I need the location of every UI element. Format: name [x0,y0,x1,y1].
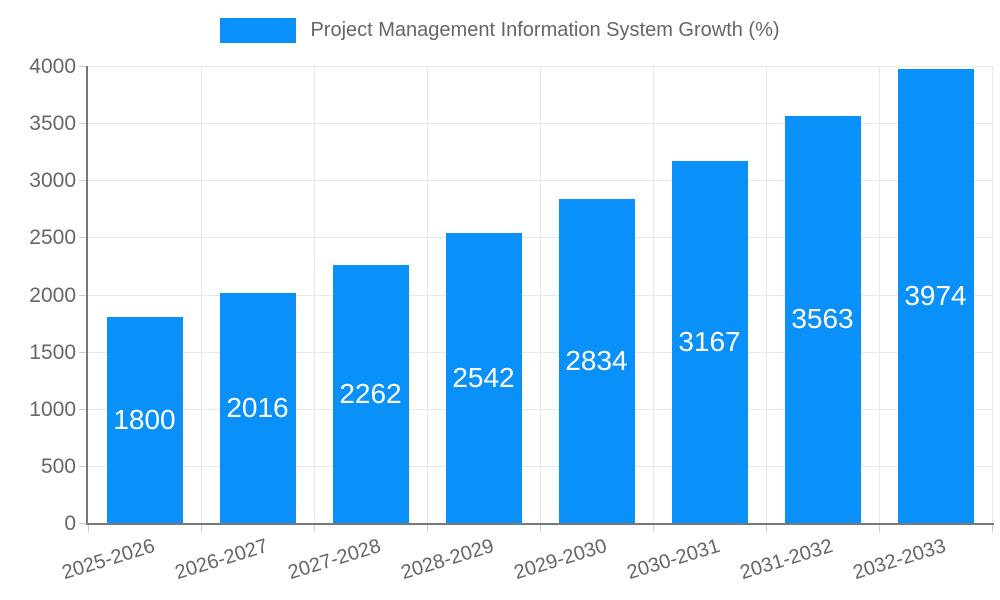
bar[interactable]: 3167 [671,161,748,523]
x-tick-label: 2025-2026 [59,535,157,585]
bar-value-label: 1800 [113,404,176,436]
x-gridline [540,66,541,523]
x-tick-label: 2029-2030 [511,535,609,585]
y-tick-mark [79,123,86,125]
plot-area: 0 500 1000 1500 2000 2500 3000 3500 4000 1800 2025… [29,56,994,584]
bar-value-label: 2834 [565,345,628,377]
y-tick-mark [79,294,86,296]
x-tick-mark [314,525,315,532]
x-gridline [879,66,880,523]
x-tick-mark [653,525,654,532]
y-tick-label: 3500 [29,112,76,136]
x-gridline [766,66,767,523]
y-tick-mark [79,180,86,182]
x-gridline [653,66,654,523]
bar-value-label: 3167 [678,326,741,358]
bar-value-label: 2016 [226,391,289,423]
x-gridline [427,66,428,523]
legend[interactable]: Project Management Information System Gr… [0,16,1000,44]
x-tick-mark [992,525,993,532]
x-gridline [992,66,993,523]
x-tick-mark [201,525,202,532]
y-tick-label: 2000 [29,283,76,307]
x-tick-label: 2027-2028 [285,535,383,585]
y-tick-mark [79,351,86,353]
legend-label: Project Management Information System Gr… [310,18,780,41]
x-gridline [314,66,315,523]
y-axis-line [86,66,88,525]
x-axis-line [86,523,994,525]
x-tick-mark [88,525,89,532]
bar[interactable]: 3563 [784,115,861,523]
y-tick-label: 500 [40,454,76,478]
y-tick-label: 1000 [29,397,76,421]
y-tick-label: 0 [64,512,76,535]
y-tick-mark [79,523,86,524]
bar-value-label: 3974 [904,279,967,311]
bar[interactable]: 3974 [897,68,974,523]
bar-value-label: 2542 [452,361,515,393]
x-tick-label: 2031-2032 [737,535,835,585]
x-tick-mark [879,525,880,532]
x-tick-label: 2026-2027 [172,535,270,585]
bar-value-label: 3563 [791,303,854,335]
bar[interactable]: 2834 [558,199,635,523]
y-tick-mark [79,408,86,410]
legend-swatch [220,17,297,43]
y-tick-label: 3000 [29,169,76,193]
bar-value-label: 2262 [339,377,402,409]
y-tick-label: 4000 [29,55,76,78]
bar[interactable]: 2262 [332,264,409,523]
bar[interactable]: 2016 [219,292,296,523]
x-tick-mark [540,525,541,532]
y-tick-mark [79,237,86,239]
x-tick-label: 2028-2029 [398,535,496,585]
x-tick-mark [766,525,767,532]
x-tick-label: 2030-2031 [624,535,722,585]
bar[interactable]: 2542 [445,232,522,523]
y-tick-mark [79,66,86,67]
y-tick-label: 2500 [29,226,76,250]
x-gridline [201,66,202,523]
bar[interactable]: 1800 [106,317,183,523]
x-tick-label: 2032-2033 [850,535,948,585]
y-tick-label: 1500 [29,340,76,364]
y-tick-mark [79,465,86,467]
x-tick-mark [427,525,428,532]
